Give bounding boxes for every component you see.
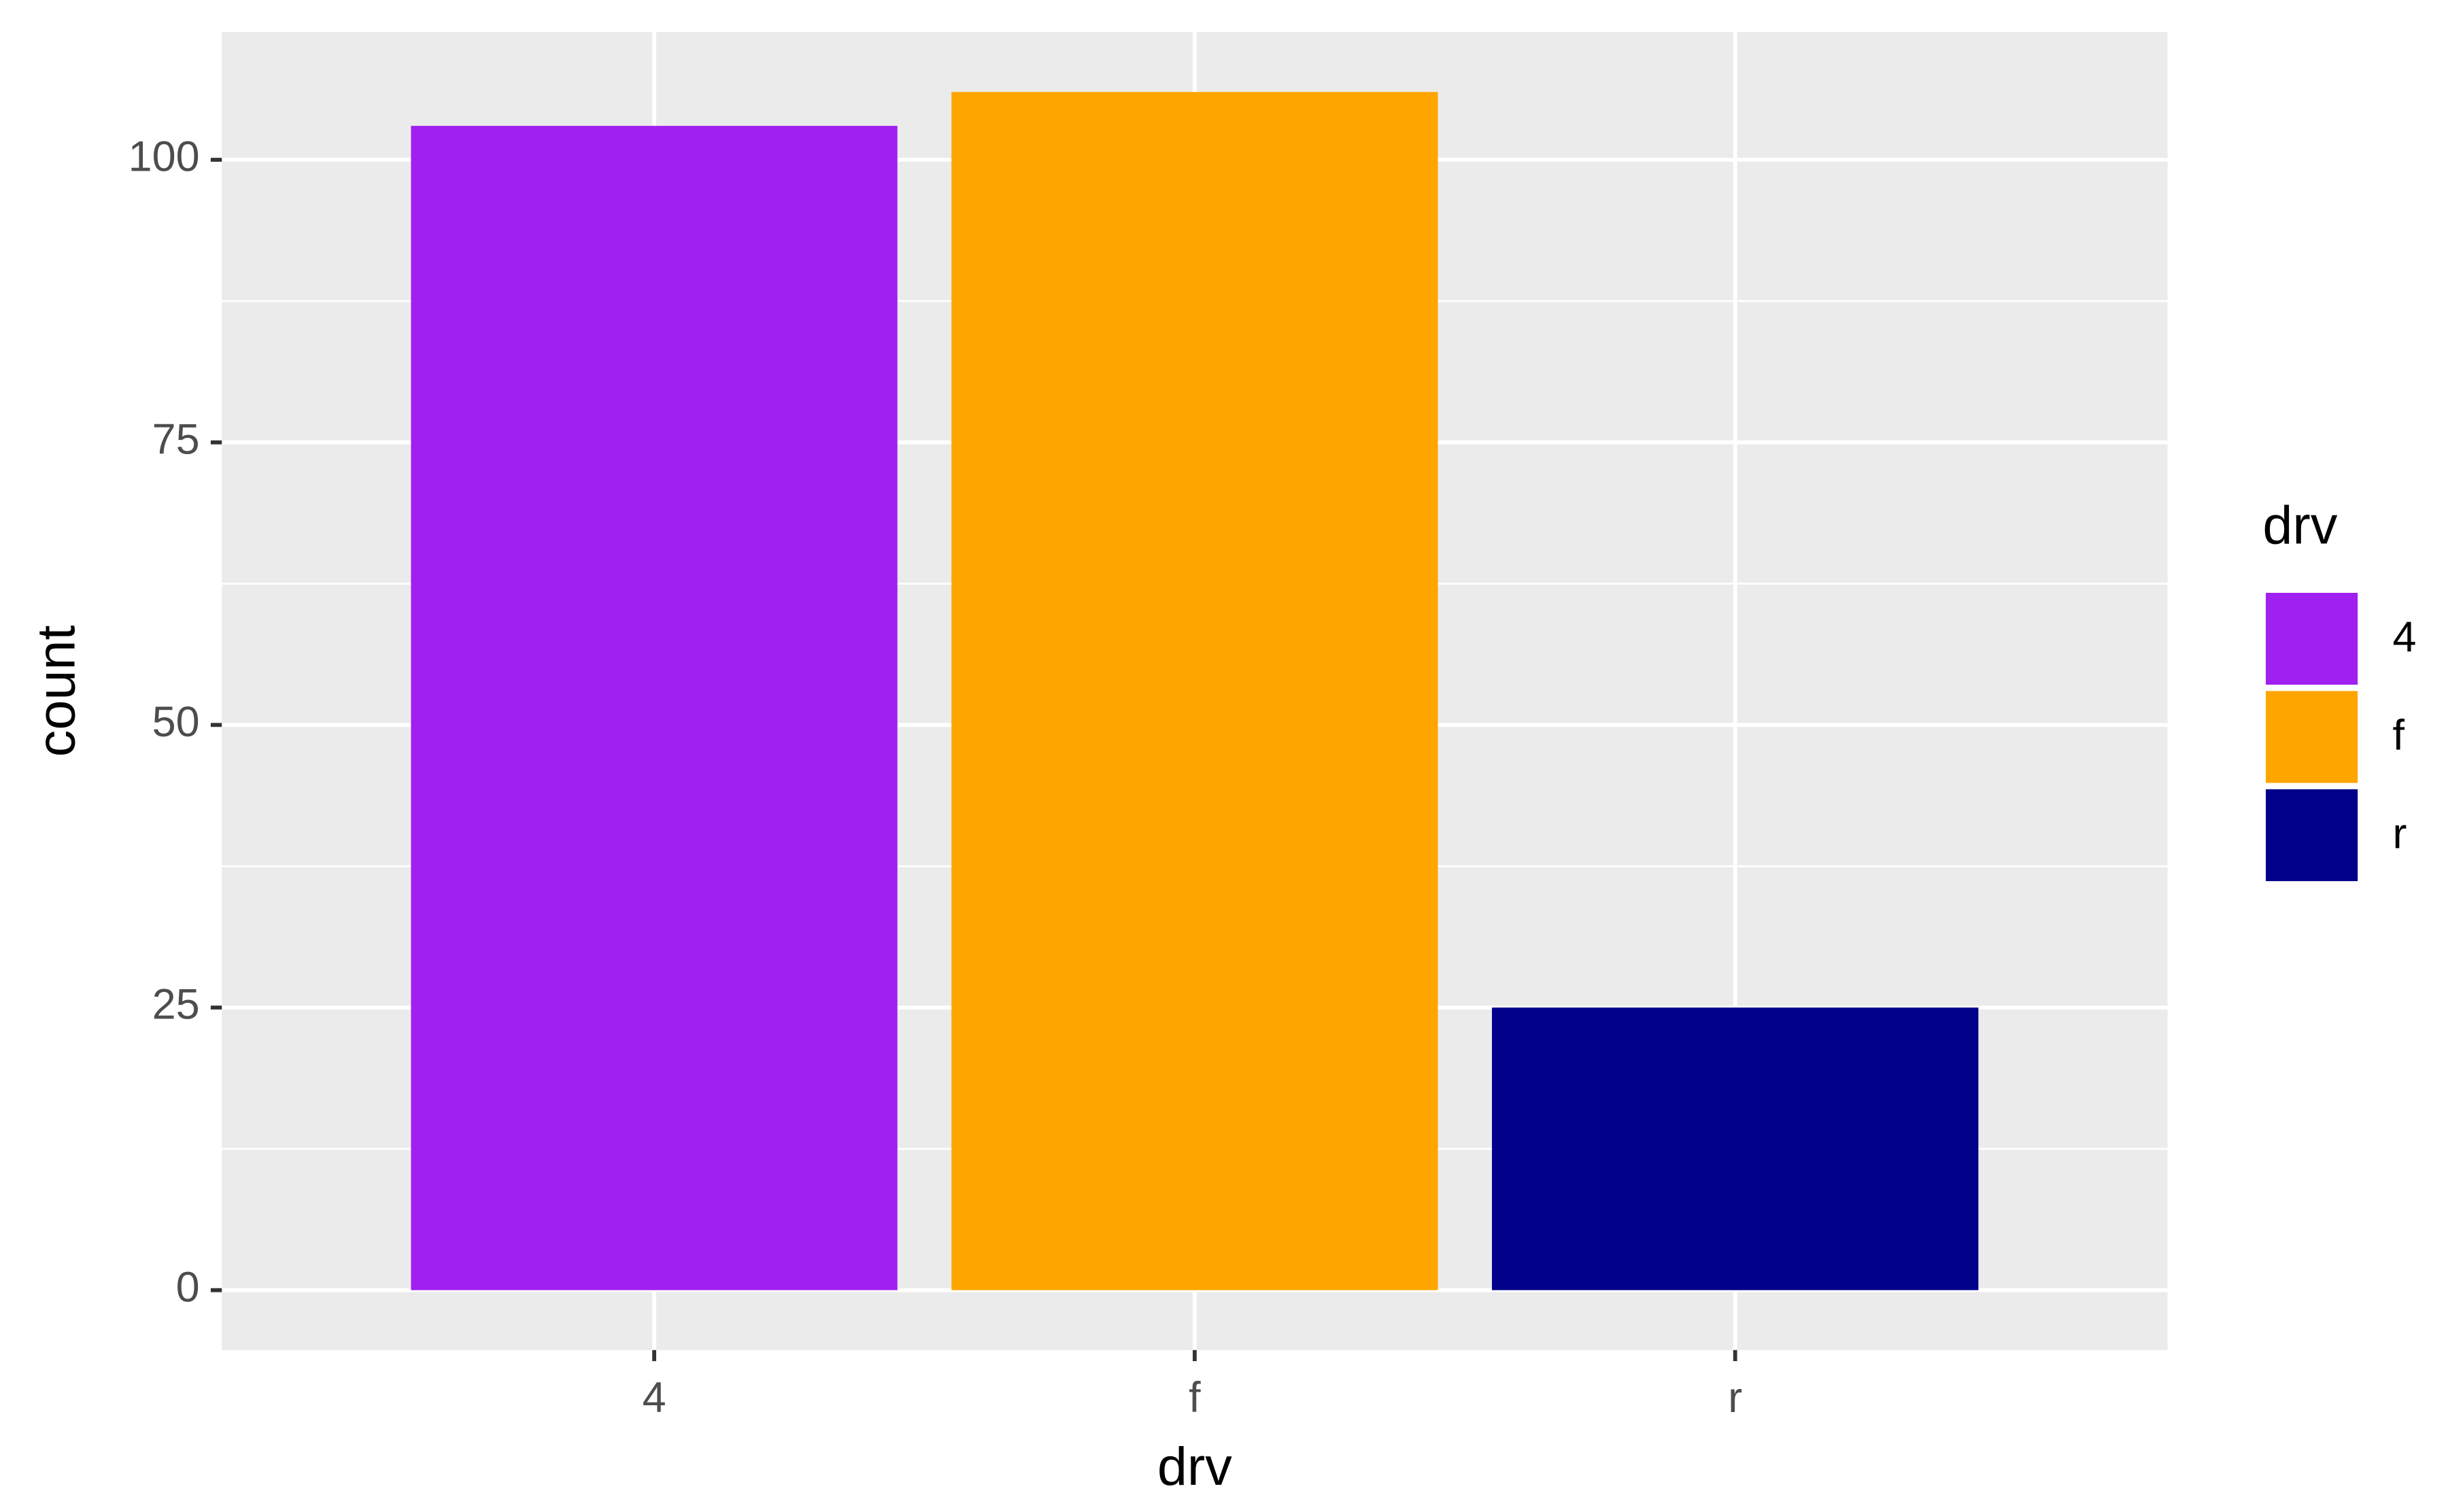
- legend-label: 4: [2392, 614, 2416, 662]
- legend-key: [2262, 589, 2361, 688]
- y-tick-label: 75: [152, 415, 200, 463]
- y-axis-title: count: [25, 625, 86, 757]
- bar: [1492, 1008, 1979, 1290]
- bar: [411, 126, 898, 1290]
- legend-label: r: [2392, 810, 2407, 857]
- y-tick-label: 0: [176, 1263, 200, 1311]
- y-tick-label: 50: [152, 698, 200, 746]
- x-axis-title: drv: [1157, 1436, 1232, 1496]
- bar: [951, 92, 1438, 1290]
- y-tick-label: 100: [129, 133, 200, 181]
- legend-key: [2262, 786, 2361, 884]
- y-tick-label: 25: [152, 981, 200, 1029]
- x-tick-label: 4: [643, 1374, 666, 1422]
- legend-key: [2262, 687, 2361, 787]
- legend-title: drv: [2262, 495, 2337, 555]
- x-tick-label: r: [1728, 1374, 1742, 1422]
- x-tick-label: f: [1189, 1374, 1201, 1422]
- legend-label: f: [2392, 712, 2404, 759]
